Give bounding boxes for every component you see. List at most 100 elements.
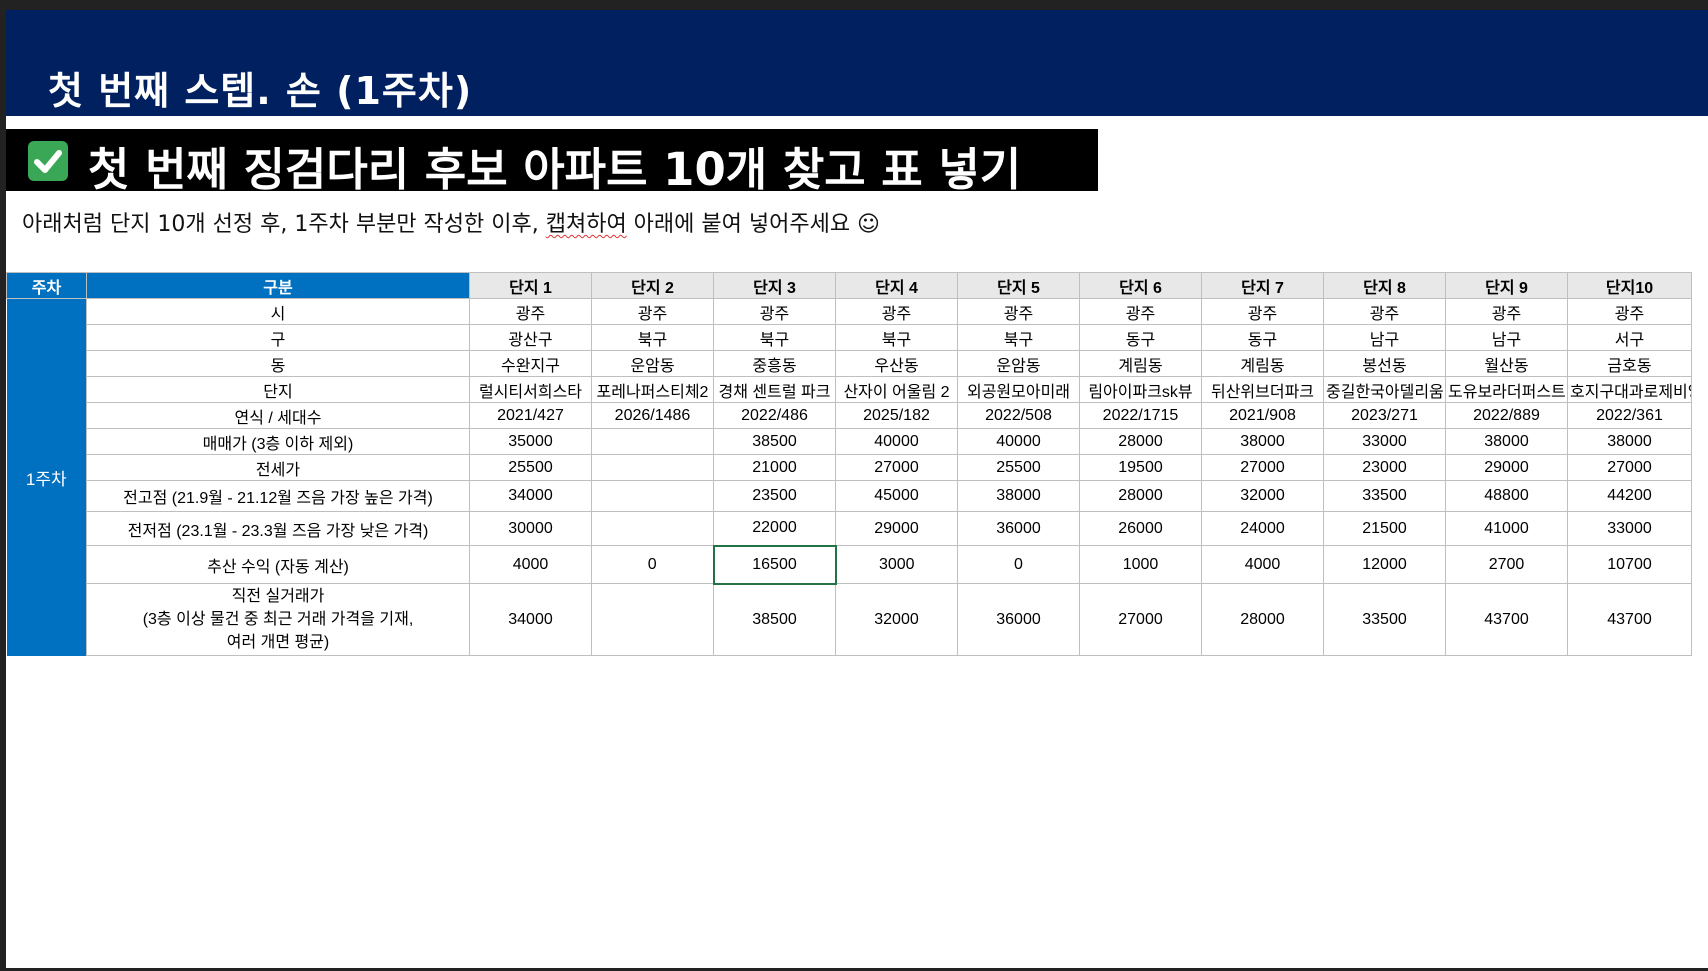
table-cell[interactable]: 수완지구 xyxy=(469,350,592,377)
table-cell[interactable]: 북구 xyxy=(591,324,714,351)
row-label[interactable]: 매매가 (3층 이하 제외) xyxy=(86,428,470,455)
table-cell[interactable]: 광주 xyxy=(1201,298,1324,325)
table-cell[interactable]: 2021/908 xyxy=(1201,402,1324,429)
table-cell[interactable]: 45000 xyxy=(835,480,958,512)
table-cell[interactable]: 2022/1715 xyxy=(1079,402,1202,429)
row-label[interactable]: 전저점 (23.1월 - 23.3월 즈음 가장 낮은 가격) xyxy=(86,511,470,546)
table-cell[interactable]: 경채 센트럴 파크 xyxy=(713,376,836,403)
table-cell[interactable]: 럴시티서희스타 xyxy=(469,376,592,403)
table-cell[interactable]: 43700 xyxy=(1567,583,1692,656)
table-cell[interactable]: 동구 xyxy=(1079,324,1202,351)
table-cell[interactable]: 2022/361 xyxy=(1567,402,1692,429)
table-cell[interactable]: 34000 xyxy=(469,583,592,656)
table-cell[interactable]: 광주 xyxy=(1567,298,1692,325)
table-cell[interactable]: 30000 xyxy=(469,511,592,546)
table-cell[interactable] xyxy=(591,511,714,546)
table-cell[interactable]: 광주 xyxy=(1079,298,1202,325)
table-cell[interactable]: 광주 xyxy=(591,298,714,325)
column-header[interactable]: 단지 8 xyxy=(1323,272,1446,299)
table-cell[interactable]: 0 xyxy=(591,545,714,584)
table-cell[interactable]: 26000 xyxy=(1079,511,1202,546)
table-cell[interactable]: 36000 xyxy=(957,511,1080,546)
table-cell[interactable]: 2025/182 xyxy=(835,402,958,429)
table-cell[interactable]: 33500 xyxy=(1323,583,1446,656)
column-header[interactable]: 단지 3 xyxy=(713,272,836,299)
row-label[interactable]: 연식 / 세대수 xyxy=(86,402,470,429)
table-cell[interactable]: 25500 xyxy=(957,454,1080,481)
table-cell[interactable]: 38500 xyxy=(713,583,836,656)
table-cell[interactable]: 44200 xyxy=(1567,480,1692,512)
table-cell[interactable]: 2022/486 xyxy=(713,402,836,429)
row-label[interactable]: 전고점 (21.9월 - 21.12월 즈음 가장 높은 가격) xyxy=(86,480,470,512)
column-header[interactable]: 단지 2 xyxy=(591,272,714,299)
table-cell[interactable]: 우산동 xyxy=(835,350,958,377)
selected-cell[interactable]: 16500 xyxy=(712,544,837,585)
column-header[interactable]: 단지 5 xyxy=(957,272,1080,299)
table-cell[interactable]: 2023/271 xyxy=(1323,402,1446,429)
row-label[interactable]: 전세가 xyxy=(86,454,470,481)
table-cell[interactable]: 4000 xyxy=(1201,545,1324,584)
table-cell[interactable]: 33500 xyxy=(1323,480,1446,512)
table-cell[interactable]: 38500 xyxy=(713,428,836,455)
table-cell[interactable]: 28000 xyxy=(1079,428,1202,455)
table-cell[interactable]: 32000 xyxy=(835,583,958,656)
table-cell[interactable]: 38000 xyxy=(957,480,1080,512)
row-label[interactable]: 추산 수익 (자동 계산) xyxy=(86,545,470,584)
column-header[interactable]: 단지10 xyxy=(1567,272,1692,299)
table-cell[interactable]: 북구 xyxy=(713,324,836,351)
table-cell[interactable]: 2700 xyxy=(1445,545,1568,584)
table-cell[interactable]: 광주 xyxy=(1323,298,1446,325)
column-header[interactable]: 단지 7 xyxy=(1201,272,1324,299)
table-cell[interactable]: 0 xyxy=(957,545,1080,584)
table-cell[interactable]: 북구 xyxy=(835,324,958,351)
table-cell[interactable]: 33000 xyxy=(1323,428,1446,455)
table-cell[interactable]: 38000 xyxy=(1567,428,1692,455)
table-cell[interactable]: 2022/508 xyxy=(957,402,1080,429)
row-label[interactable]: 직전 실거래가 (3층 이상 물건 중 최근 거래 가격을 기재, 여러 개면 평균… xyxy=(86,583,470,656)
table-cell[interactable]: 22000 xyxy=(713,511,836,546)
table-cell[interactable]: 광산구 xyxy=(469,324,592,351)
row-label[interactable]: 시 xyxy=(86,298,470,325)
table-cell[interactable] xyxy=(591,428,714,455)
table-cell[interactable]: 40000 xyxy=(957,428,1080,455)
table-cell[interactable]: 중흥동 xyxy=(713,350,836,377)
table-cell[interactable]: 운암동 xyxy=(957,350,1080,377)
table-cell[interactable]: 북구 xyxy=(957,324,1080,351)
row-label[interactable]: 구 xyxy=(86,324,470,351)
table-cell[interactable]: 남구 xyxy=(1445,324,1568,351)
table-cell[interactable]: 금호동 xyxy=(1567,350,1692,377)
table-cell[interactable]: 포레나퍼스티체2 xyxy=(591,376,714,403)
table-cell[interactable]: 38000 xyxy=(1445,428,1568,455)
table-cell[interactable]: 2026/1486 xyxy=(591,402,714,429)
table-cell[interactable]: 23000 xyxy=(1323,454,1446,481)
table-cell[interactable]: 호지구대과로제비앙 xyxy=(1567,376,1692,403)
table-cell[interactable]: 2022/889 xyxy=(1445,402,1568,429)
table-cell[interactable]: 외공원모아미래 xyxy=(957,376,1080,403)
table-cell[interactable]: 29000 xyxy=(835,511,958,546)
table-cell[interactable]: 24000 xyxy=(1201,511,1324,546)
table-cell[interactable]: 33000 xyxy=(1567,511,1692,546)
table-cell[interactable]: 서구 xyxy=(1567,324,1692,351)
table-cell[interactable]: 림아이파크sk뷰 xyxy=(1079,376,1202,403)
table-cell[interactable] xyxy=(591,583,714,656)
table-cell[interactable]: 27000 xyxy=(1567,454,1692,481)
column-header[interactable]: 단지 1 xyxy=(469,272,592,299)
table-cell[interactable]: 28000 xyxy=(1201,583,1324,656)
table-cell[interactable]: 38000 xyxy=(1201,428,1324,455)
table-cell[interactable]: 41000 xyxy=(1445,511,1568,546)
row-label[interactable]: 단지 xyxy=(86,376,470,403)
table-cell[interactable]: 광주 xyxy=(957,298,1080,325)
table-cell[interactable]: 3000 xyxy=(835,545,958,584)
table-cell[interactable]: 21500 xyxy=(1323,511,1446,546)
table-cell[interactable]: 계림동 xyxy=(1201,350,1324,377)
table-cell[interactable]: 27000 xyxy=(1201,454,1324,481)
table-cell[interactable]: 산자이 어울림 2 xyxy=(835,376,958,403)
table-cell[interactable]: 광주 xyxy=(469,298,592,325)
table-cell[interactable]: 28000 xyxy=(1079,480,1202,512)
table-cell[interactable]: 32000 xyxy=(1201,480,1324,512)
table-cell[interactable]: 27000 xyxy=(835,454,958,481)
table-cell[interactable]: 21000 xyxy=(713,454,836,481)
table-cell[interactable]: 35000 xyxy=(469,428,592,455)
table-cell[interactable]: 동구 xyxy=(1201,324,1324,351)
table-cell[interactable]: 23500 xyxy=(713,480,836,512)
